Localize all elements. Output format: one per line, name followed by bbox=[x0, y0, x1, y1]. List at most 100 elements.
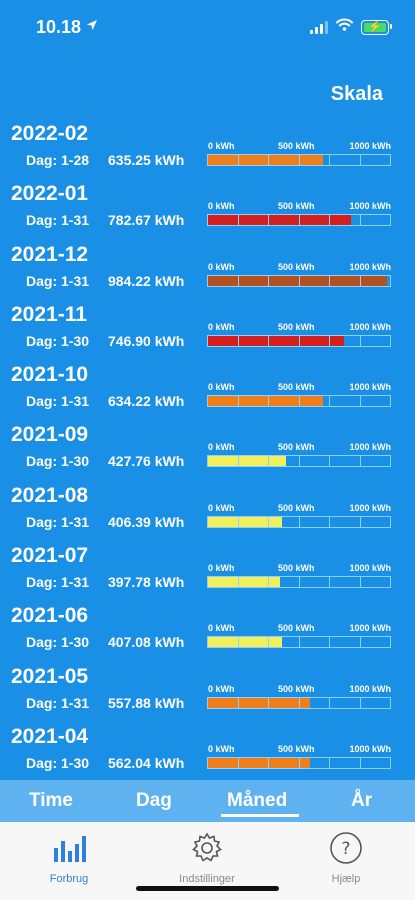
bar-segment bbox=[361, 758, 391, 768]
bar-segment bbox=[361, 698, 391, 708]
consumption-value: 406.39 kWh bbox=[108, 513, 185, 530]
nav-hjaelp[interactable]: ? Hjælp bbox=[286, 830, 406, 885]
bar-fill bbox=[208, 577, 238, 588]
bar-fill bbox=[269, 155, 299, 165]
scale-min-label: 0 kWh bbox=[208, 201, 235, 212]
day-range: Dag: 1-31 bbox=[26, 694, 90, 711]
day-range: Dag: 1-31 bbox=[26, 513, 90, 530]
nav-indstillinger[interactable]: Indstillinger bbox=[147, 830, 267, 885]
bar-fill bbox=[269, 757, 299, 768]
nav-forbrug-label: Forbrug bbox=[49, 873, 89, 885]
nav-indstillinger-label: Indstillinger bbox=[179, 873, 235, 885]
bar-fill bbox=[238, 396, 268, 407]
bar-segment bbox=[238, 335, 269, 346]
month-row[interactable]: 2022-01 Dag: 1-31 782.67 kWh 0 kWh 500 k… bbox=[0, 178, 415, 238]
bar-segment bbox=[299, 275, 330, 286]
bar-segment bbox=[299, 155, 330, 165]
tab-maaned[interactable]: Måned bbox=[227, 790, 288, 811]
bar-fill bbox=[208, 637, 238, 648]
scale-mid-label: 500 kWh bbox=[278, 563, 315, 574]
scale-min-label: 0 kWh bbox=[208, 502, 235, 513]
scale-min-label: 0 kWh bbox=[208, 442, 235, 453]
day-range: Dag: 1-30 bbox=[26, 634, 90, 651]
scale-max-label: 1000 kWh bbox=[349, 382, 391, 393]
consumption-value: 635.25 kWh bbox=[108, 152, 185, 168]
status-icons: ⚡ bbox=[310, 18, 392, 36]
bar-segment bbox=[269, 275, 300, 286]
bar-segment bbox=[300, 637, 330, 648]
bar-fill bbox=[208, 275, 238, 286]
bar-segment bbox=[330, 456, 361, 467]
tab-aar[interactable]: År bbox=[351, 790, 373, 811]
tab-dag[interactable]: Dag bbox=[136, 790, 172, 811]
bar-fill bbox=[208, 335, 238, 346]
bar-fill bbox=[269, 335, 299, 346]
bar-fill bbox=[208, 697, 238, 708]
consumption-bar bbox=[207, 636, 391, 649]
month-label: 2021-10 bbox=[11, 363, 89, 387]
consumption-bar bbox=[207, 154, 391, 166]
status-bar: 10.18 ⚡ bbox=[0, 0, 415, 50]
scale-mid-label: 500 kWh bbox=[278, 201, 315, 212]
day-range: Dag: 1-31 bbox=[26, 574, 90, 591]
bar-fill bbox=[299, 757, 311, 768]
month-row[interactable]: 2021-11 Dag: 1-30 746.90 kWh 0 kWh 500 k… bbox=[0, 299, 415, 359]
bar-fill bbox=[208, 516, 238, 527]
month-label: 2021-09 bbox=[11, 423, 89, 447]
month-row[interactable]: 2021-07 Dag: 1-31 397.78 kWh 0 kWh 500 k… bbox=[0, 540, 415, 600]
bar-segment bbox=[330, 396, 361, 407]
scale-button[interactable]: Skala bbox=[330, 83, 383, 105]
month-row[interactable]: 2021-06 Dag: 1-30 407.08 kWh 0 kWh 500 k… bbox=[0, 600, 415, 660]
scale-min-label: 0 kWh bbox=[208, 683, 235, 694]
bar-segment bbox=[330, 697, 361, 708]
scale-min-label: 0 kWh bbox=[208, 563, 235, 574]
month-row[interactable]: 2021-05 Dag: 1-31 557.88 kWh 0 kWh 500 k… bbox=[0, 661, 415, 721]
bar-chart-icon bbox=[9, 830, 129, 866]
bar-segment bbox=[269, 155, 300, 165]
consumption-value: 427.76 kWh bbox=[108, 453, 185, 470]
scale-mid-label: 500 kWh bbox=[278, 683, 315, 694]
consumption-value: 782.67 kWh bbox=[108, 212, 185, 229]
bar-segment bbox=[299, 335, 330, 346]
month-row[interactable]: 2021-08 Dag: 1-31 406.39 kWh 0 kWh 500 k… bbox=[0, 480, 415, 540]
bar-segment bbox=[238, 215, 269, 226]
bar-segment bbox=[238, 155, 269, 165]
bar-fill bbox=[269, 396, 299, 407]
scale-max-label: 1000 kWh bbox=[349, 683, 391, 694]
scale-max-label: 1000 kWh bbox=[349, 321, 391, 332]
question-mark-icon: ? bbox=[286, 830, 406, 866]
nav-forbrug[interactable]: Forbrug bbox=[9, 830, 129, 885]
bar-segment bbox=[269, 215, 300, 226]
scale-max-label: 1000 kWh bbox=[349, 563, 391, 574]
bar-segment bbox=[208, 335, 239, 346]
day-range: Dag: 1-30 bbox=[26, 754, 90, 771]
bar-segment bbox=[361, 637, 391, 647]
month-label: 2022-01 bbox=[11, 182, 89, 206]
bar-fill bbox=[269, 215, 299, 226]
scale-mid-label: 500 kWh bbox=[278, 743, 315, 754]
cellular-signal-icon bbox=[310, 20, 328, 34]
battery-charging-icon: ⚡ bbox=[361, 19, 392, 35]
month-list[interactable]: 2022-02 Dag: 1-28 635.25 kWh 0 kWh 500 k… bbox=[0, 118, 415, 781]
month-row[interactable]: 2022-02 Dag: 1-28 635.25 kWh 0 kWh 500 k… bbox=[0, 118, 415, 178]
scale-mid-label: 500 kWh bbox=[278, 502, 315, 513]
month-row[interactable]: 2021-04 Dag: 1-30 562.04 kWh 0 kWh 500 k… bbox=[0, 721, 415, 781]
bar-segment bbox=[238, 697, 269, 708]
bar-fill bbox=[269, 275, 299, 286]
month-label: 2021-04 bbox=[11, 724, 89, 748]
month-label: 2022-02 bbox=[11, 122, 89, 145]
scale-mid-label: 500 kWh bbox=[278, 261, 315, 272]
bar-segment bbox=[208, 637, 239, 648]
month-row[interactable]: 2021-09 Dag: 1-30 427.76 kWh 0 kWh 500 k… bbox=[0, 419, 415, 479]
bar-segment bbox=[299, 396, 330, 407]
consumption-bar bbox=[207, 696, 391, 709]
day-range: Dag: 1-30 bbox=[26, 332, 90, 349]
day-range: Dag: 1-28 bbox=[26, 152, 90, 168]
bar-segment bbox=[269, 697, 300, 708]
bar-segment bbox=[208, 516, 239, 527]
month-row[interactable]: 2021-10 Dag: 1-31 634.22 kWh 0 kWh 500 k… bbox=[0, 359, 415, 419]
month-row[interactable]: 2021-12 Dag: 1-31 984.22 kWh 0 kWh 500 k… bbox=[0, 239, 415, 299]
tab-time[interactable]: Time bbox=[29, 790, 74, 811]
bar-segment bbox=[330, 275, 361, 286]
bar-fill bbox=[238, 577, 268, 588]
